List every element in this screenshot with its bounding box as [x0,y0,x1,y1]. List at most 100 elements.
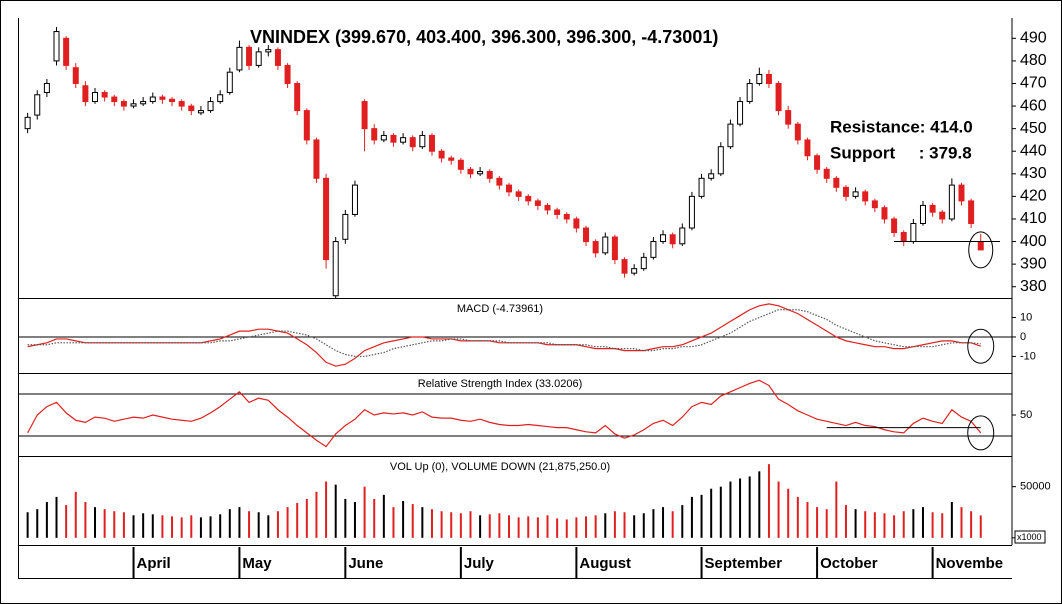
candle-body [34,94,41,116]
x-tick-label: Novembe [936,555,1004,572]
volume-bar [286,507,289,538]
volume-bar [180,517,183,538]
candle-body [101,92,108,98]
volume-bar [257,512,260,538]
candle-body [746,82,753,103]
panel-title: MACD (-4.73961) [457,303,543,315]
annotation: Resistance: 414.0 [830,117,973,136]
volume-bar [594,515,597,538]
candle-body [159,96,166,100]
volume-bar [575,517,578,538]
volume-bar [161,515,164,538]
candle-body [650,241,657,258]
candle-body [409,137,416,148]
volume-bar [382,494,385,538]
volume-bar [84,502,87,538]
candle-body [169,98,176,103]
candle-body [948,184,955,220]
candle-body [294,82,301,112]
candle-body [111,96,118,103]
candle-body [852,191,859,197]
candle-body [419,134,426,148]
candle-body [708,173,715,179]
volume-bar [719,486,722,538]
volume-bar [36,509,39,538]
volume-bar [662,507,665,538]
candle-body [554,209,561,215]
volume-bar [671,511,674,538]
y-tick-label: 390 [1020,255,1047,272]
volume-bar [450,512,453,538]
candle-body [82,85,89,103]
candle-body [246,46,253,66]
volume-bar [498,513,501,538]
candle-body [756,73,763,84]
candle-body [891,218,898,234]
candle-body [226,71,233,94]
volume-bar [209,516,212,538]
indicator-line [27,379,982,448]
volume-bar [556,518,559,538]
volume-bar [652,509,655,538]
x-tick-label: September [705,555,783,572]
candle-body [794,123,801,141]
candle-body [274,49,281,66]
volume-bar [883,513,886,538]
volume-bar [142,513,145,538]
volume-bar [65,505,68,538]
candle-body [621,259,628,274]
candle-body [804,139,811,157]
volume-bar [546,515,549,538]
candle-body [737,101,744,125]
unit-label: x1000 [1017,532,1042,542]
y-tick-label: 420 [1020,188,1047,205]
candle-body [371,128,378,141]
volume-bar [893,515,896,538]
candle-body [130,103,137,107]
volume-bar [613,511,616,538]
panel-title: VOL Up (0), VOLUME DOWN (21,875,250.0) [390,461,610,473]
volume-bar [305,498,308,538]
candle-body [63,37,70,66]
volume-bar [777,481,780,538]
candle-body [313,139,320,179]
volume-bar [344,498,347,538]
candle-body [977,241,984,251]
volume-bar [941,513,944,538]
volume-bar [681,505,684,538]
volume-bar [633,515,636,538]
volume-bar [488,514,491,538]
candle-body [900,232,907,243]
candle-body [919,204,926,224]
volume-bar [565,519,568,538]
volume-bar [151,514,154,538]
candle-body [958,184,965,202]
candle-body [197,110,204,114]
volume-bar [806,502,809,538]
volume-bar [199,517,202,538]
volume-bar [55,496,58,538]
candle-body [332,241,339,297]
candle-body [284,64,291,84]
y-tick-label: 430 [1020,165,1047,182]
candle-body [53,31,60,62]
volume-bar [315,491,318,538]
candle-body [717,146,724,175]
highlight-circle [968,231,994,269]
candle-body [217,94,224,103]
volume-bar [960,507,963,538]
y-tick-label: 400 [1020,233,1047,250]
volume-bar [103,509,106,538]
volume-bar [440,511,443,538]
volume-bar [45,502,48,538]
volume-bar [325,481,328,538]
volume-bar [238,507,241,538]
x-tick-label: August [579,555,631,572]
volume-bar [373,498,376,538]
volume-bar [508,515,510,538]
candle-body [881,207,888,220]
volume-bar [248,511,251,538]
volume-bar [527,516,530,538]
candle-body [178,101,185,107]
highlight-circle [967,328,995,364]
